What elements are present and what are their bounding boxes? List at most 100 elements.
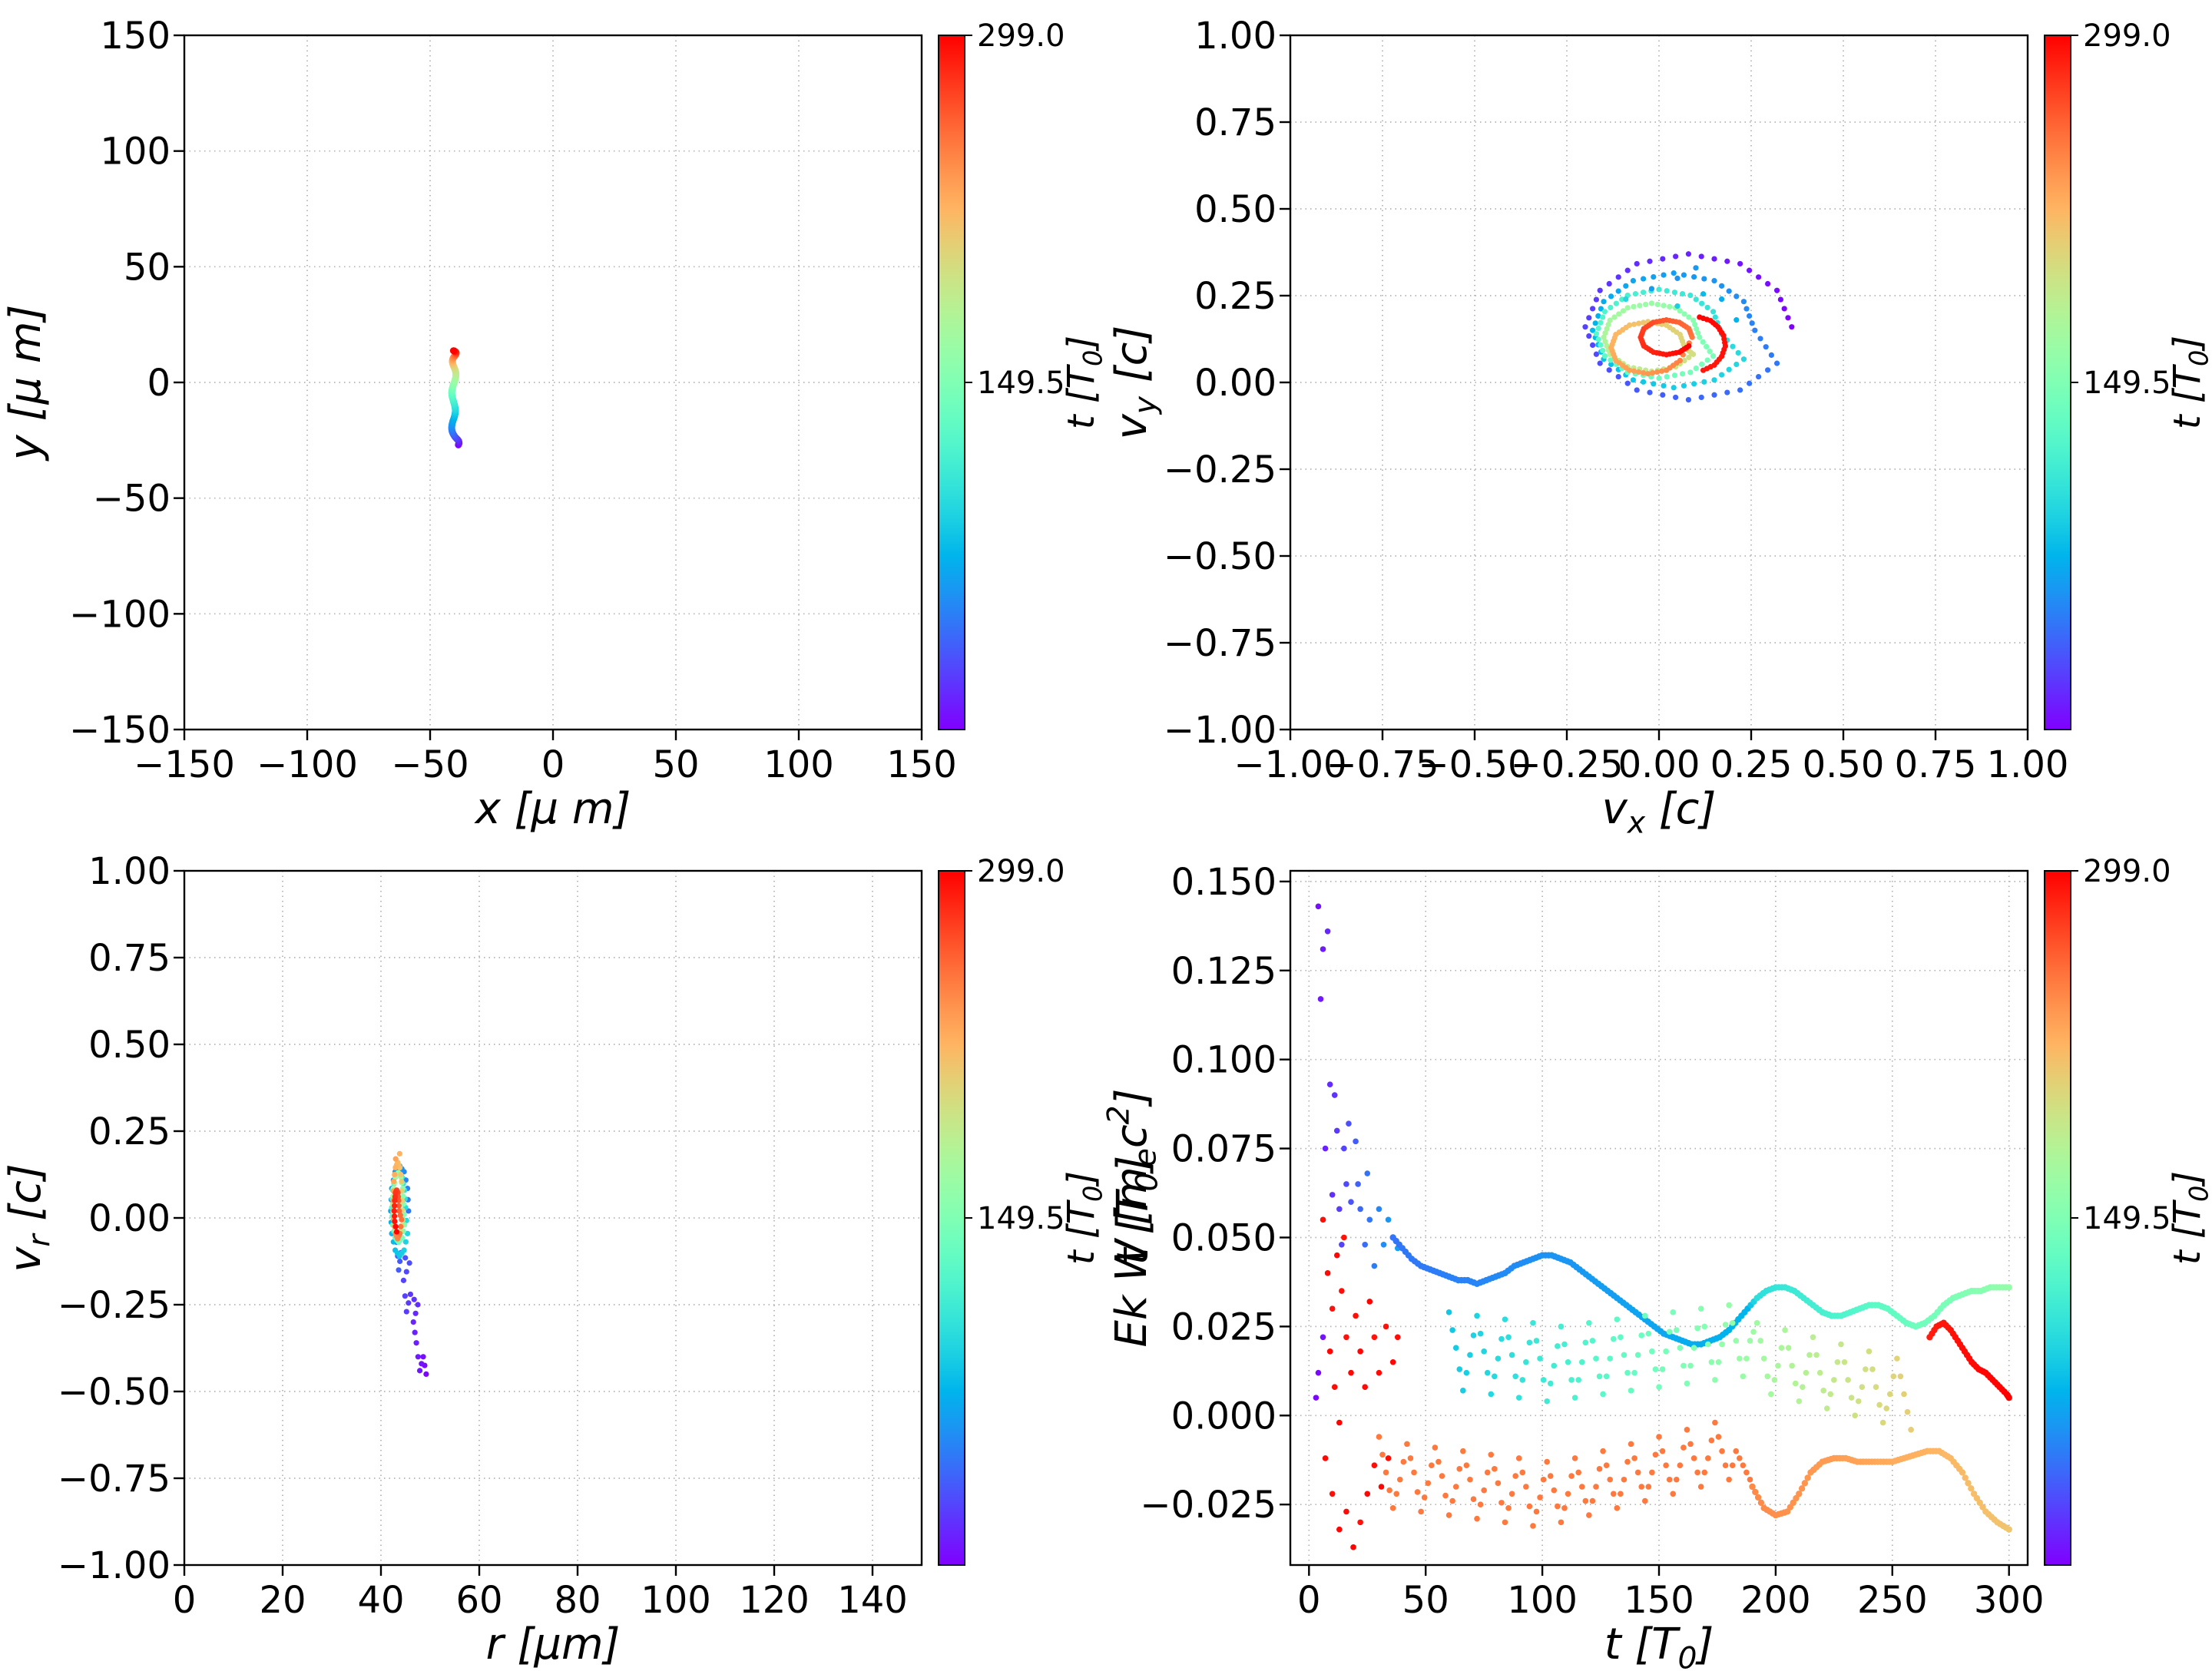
x-axis-label: r [μm] [486, 1620, 621, 1669]
colorbar-gradient [2044, 870, 2071, 1566]
y-tick-label: 0.50 [1194, 188, 1277, 231]
x-tick-label: −0.50 [1418, 743, 1531, 786]
y-tick-label: −100 [69, 593, 171, 636]
x-tick-label: 100 [641, 1579, 711, 1622]
energy-vs-time-plot: 0 50 100 150 200 250 300 −0.025 0.000 0.025 0.050 0… [1106, 836, 2212, 1671]
colorbar-tick-label: 299.0 [977, 18, 1065, 54]
x-tick-label: 20 [259, 1579, 306, 1622]
axes: 0 50 100 150 200 250 300 −0.025 0.000 0.025 0.050 0… [1106, 861, 2045, 1671]
y-tick-label: 150 [100, 15, 171, 58]
x-tick-label: 0.50 [1803, 743, 1885, 786]
panel-energy-vs-time: 0 50 100 150 200 250 300 −0.025 0.000 0.025 0.050 0… [1106, 836, 2212, 1671]
x-axis-label: x [μ m] [474, 784, 631, 834]
x-tick-label: 0 [1297, 1579, 1321, 1622]
colorbar-tick-label: 149.5 [977, 1201, 1065, 1236]
y-tick-label: −150 [69, 709, 171, 752]
y-tick-label: 0.000 [1171, 1395, 1277, 1438]
y-tick-label: 1.00 [88, 850, 171, 893]
y-tick-label: 50 [124, 246, 171, 289]
x-tick-label: 120 [739, 1579, 810, 1622]
y-tick-label: 100 [100, 131, 171, 174]
y-tick-label: 0.125 [1171, 950, 1277, 993]
colorbar: 299.0 149.5t [T0] [2044, 18, 2212, 730]
colorbar: 299.0 149.5t [T0] [938, 18, 1106, 730]
x-tick-label: 300 [1974, 1579, 2045, 1622]
y-tick-label: −0.25 [58, 1284, 171, 1327]
x-tick-label: 0.75 [1895, 743, 1977, 786]
x-tick-label: −0.75 [1326, 743, 1439, 786]
colorbar-label: t [T0] [1060, 336, 1106, 429]
y-tick-label: 0.150 [1171, 861, 1277, 904]
y-tick-label: 1.00 [1194, 15, 1277, 58]
axes: 0 20 40 60 80 100 120 140 −1.00 −0.75 −0.50 −0.25 0.… [1, 850, 908, 1669]
x-tick-label: 60 [455, 1579, 502, 1622]
y-tick-label: −0.025 [1140, 1484, 1277, 1527]
y-axis-label: Ek W [mec2] [1106, 1089, 1163, 1348]
y-tick-label: 0.025 [1171, 1305, 1277, 1348]
x-tick-label: −100 [257, 743, 358, 786]
panel-xy-trajectory: −150 −100 −50 0 50 100 150 −150 −100 −50 0 50 100 150… [0, 0, 1106, 836]
x-tick-label: 80 [554, 1579, 601, 1622]
colorbar-gradient [938, 870, 965, 1566]
x-tick-label: −150 [134, 743, 235, 786]
x-axis-label: vx [c] [1602, 784, 1717, 836]
y-tick-label: 0.50 [88, 1024, 171, 1067]
x-tick-label: 150 [886, 743, 957, 786]
colorbar-tick-label: 149.5 [2083, 366, 2171, 401]
axes: −150 −100 −50 0 50 100 150 −150 −100 −50 0 50 100 150… [1, 15, 957, 834]
y-axis-label-overlap: t [T0] [1108, 1156, 1164, 1266]
y-tick-label: 0.00 [88, 1197, 171, 1240]
colorbar-tick-label: 299.0 [2083, 854, 2171, 889]
y-tick-label: 0.075 [1171, 1128, 1277, 1171]
y-tick-label: 0.75 [1194, 101, 1277, 144]
x-tick-label: 40 [357, 1579, 404, 1622]
y-tick-label: −0.50 [1164, 535, 1277, 578]
x-tick-label: 0.00 [1618, 743, 1700, 786]
y-tick-label: 0.050 [1171, 1216, 1277, 1259]
x-axis-label: t [T0] [1604, 1620, 1714, 1671]
x-tick-label: −50 [391, 743, 469, 786]
y-tick-label: 0 [147, 362, 171, 405]
x-tick-label: 1.00 [1987, 743, 2069, 786]
colorbar-gradient [2044, 35, 2071, 730]
r-vr-phase-plot: 0 20 40 60 80 100 120 140 −1.00 −0.75 −0.50 −0.25 0.… [0, 836, 1106, 1671]
data-points [448, 347, 463, 448]
y-tick-label: −1.00 [58, 1544, 171, 1587]
colorbar: 299.0 149.5t [T0] [938, 854, 1106, 1566]
colorbar-tick-label: 149.5 [977, 366, 1065, 401]
colorbar-tick-label: 299.0 [977, 854, 1065, 889]
x-tick-label: 100 [1507, 1579, 1578, 1622]
colorbar-label: t [T0] [2166, 1171, 2212, 1265]
x-tick-label: −1.00 [1233, 743, 1346, 786]
x-tick-label: 150 [1624, 1579, 1694, 1622]
colorbar-gradient [938, 35, 965, 730]
y-tick-label: −50 [93, 478, 171, 521]
y-axis-label: vy [c] [1107, 326, 1163, 440]
y-axis-label: y [μ m] [1, 305, 51, 462]
x-y-trajectory-plot: −150 −100 −50 0 50 100 150 −150 −100 −50 0 50 100 150… [0, 0, 1106, 836]
x-tick-label: 200 [1740, 1579, 1811, 1622]
y-tick-label: 0.25 [88, 1110, 171, 1153]
panel-vx-vy-phase: −1.00 −0.75 −0.50 −0.25 0.00 0.25 0.50 0.75 1.00… [1106, 0, 2212, 836]
data-points [1313, 903, 2012, 1550]
x-tick-label: 0.25 [1710, 743, 1793, 786]
data-points [388, 1150, 429, 1377]
y-axis-label: vr [c] [1, 1163, 57, 1272]
y-tick-label: −0.75 [1164, 622, 1277, 665]
y-tick-label: −0.50 [58, 1371, 171, 1414]
colorbar-tick-label: 149.5 [2083, 1201, 2171, 1236]
x-tick-label: 50 [652, 743, 699, 786]
data-points [1582, 251, 1795, 403]
x-tick-label: −0.25 [1510, 743, 1623, 786]
vx-vy-phase-plot: −1.00−0.75−0.50−0.250.00 0.25 0.50 0.75 1.00… [1106, 0, 2212, 836]
panel-r-vr-phase: 0 20 40 60 80 100 120 140 −1.00 −0.75 −0.50 −0.25 0.… [0, 836, 1106, 1671]
x-tick-label: 0 [173, 1579, 197, 1622]
y-tick-label: 0.75 [88, 937, 171, 980]
gridlines [184, 870, 922, 1566]
y-tick-label: −0.75 [58, 1458, 171, 1501]
x-tick-label: 50 [1402, 1579, 1449, 1622]
x-tick-label: 140 [837, 1579, 908, 1622]
colorbar-tick-label: 299.0 [2083, 18, 2171, 54]
y-tick-label: 0.100 [1171, 1039, 1277, 1082]
